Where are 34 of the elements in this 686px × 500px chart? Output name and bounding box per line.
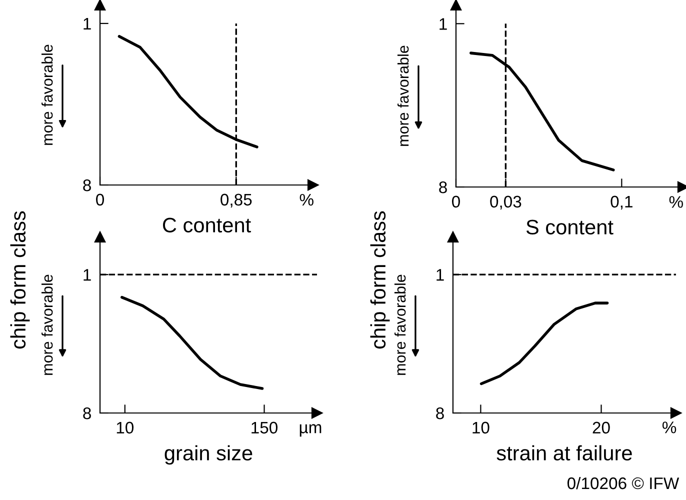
x-axis-title: grain size [164, 445, 252, 465]
text: more favorable [394, 274, 406, 375]
x-tick-label: 0,03 [490, 196, 522, 210]
x-tick-label: 0,85 [220, 194, 252, 208]
x-tick-label: 10 [116, 422, 134, 434]
x-tick-label: 0 [452, 196, 460, 208]
y-axis-title: chip form class [370, 211, 390, 349]
x-tick-label: 0 [96, 194, 104, 206]
x-axis-title: S content [526, 220, 614, 235]
y-tick-label: 1 [84, 18, 91, 30]
y-tick-label: 1 [440, 18, 447, 30]
x-axis-title: strain at failure [496, 445, 632, 461]
x-axis-title: C content [162, 218, 251, 233]
x-tick-label: 0,1 [610, 196, 632, 210]
text: µm [300, 424, 322, 437]
text: more favorable [42, 44, 53, 145]
y-tick-label: 8 [83, 179, 91, 192]
y-tick-label: 8 [436, 407, 444, 420]
x-tick-label: 10 [472, 422, 490, 434]
y-axis-title: chip form class [10, 211, 30, 349]
text: more favorable [42, 274, 53, 375]
y-tick-label: 8 [439, 181, 447, 194]
line-series [120, 296, 264, 390]
text: more favorable [397, 46, 409, 146]
x-tick-label: 20 [592, 422, 610, 434]
text: 0/10206 © IFW [567, 476, 680, 490]
text: % [662, 422, 676, 434]
y-tick-label: 1 [436, 269, 444, 281]
text: % [669, 196, 683, 208]
line-series [480, 302, 609, 386]
text: % [300, 194, 314, 206]
y-tick-label: 8 [83, 407, 91, 420]
y-tick-label: 1 [84, 269, 91, 281]
x-tick-label: 150 [252, 422, 278, 434]
